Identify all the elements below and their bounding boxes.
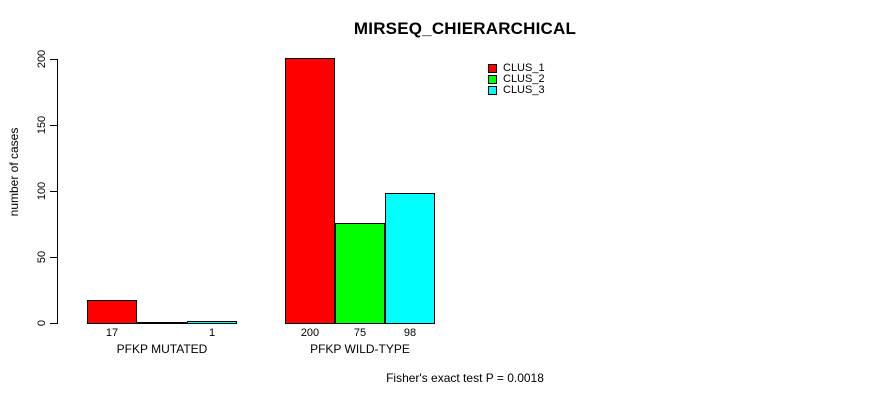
y-axis-tick-label: 0: [36, 319, 48, 327]
legend-label: CLUS_2: [503, 73, 545, 85]
chart-title: MIRSEQ_CHIERARCHICAL: [353, 19, 577, 38]
bar: [335, 223, 385, 324]
y-axis-tick: [50, 256, 57, 258]
legend-item: CLUS_2: [488, 74, 545, 85]
bar: [187, 321, 237, 324]
x-axis-group-label: PFKP WILD-TYPE: [310, 342, 410, 356]
bar-value-label: 1: [208, 327, 216, 339]
bar: [137, 322, 187, 324]
legend-swatch: [488, 64, 497, 73]
y-axis-tick-label: 50: [36, 250, 48, 264]
bar-value-label: 75: [353, 327, 367, 339]
legend: CLUS_1 CLUS_2 CLUS_3: [488, 63, 545, 96]
bar: [285, 58, 335, 324]
y-axis-tick: [50, 124, 57, 126]
x-axis-group-label: PFKP MUTATED: [116, 342, 208, 356]
y-axis-tick: [50, 58, 57, 60]
legend-swatch: [488, 86, 497, 95]
annotation-text: Fisher's exact test P = 0.0018: [386, 371, 544, 385]
bar-value-label: 17: [105, 327, 119, 339]
y-axis-title: number of cases: [7, 127, 21, 217]
y-axis-tick: [50, 190, 57, 192]
y-axis-tick-label: 200: [36, 49, 48, 69]
bar-value-label: 98: [403, 327, 417, 339]
legend-label: CLUS_3: [503, 84, 545, 96]
bar-value-label: 200: [300, 327, 320, 339]
y-axis-line: [57, 59, 58, 324]
y-axis-tick: [50, 322, 57, 324]
y-axis-tick-label: 100: [36, 181, 48, 201]
legend-item: CLUS_3: [488, 85, 545, 96]
legend-item: CLUS_1: [488, 63, 545, 74]
bar: [385, 193, 435, 324]
legend-swatch: [488, 75, 497, 84]
legend-label: CLUS_1: [503, 62, 545, 74]
y-axis-tick-label: 150: [36, 115, 48, 135]
bar: [87, 300, 137, 324]
